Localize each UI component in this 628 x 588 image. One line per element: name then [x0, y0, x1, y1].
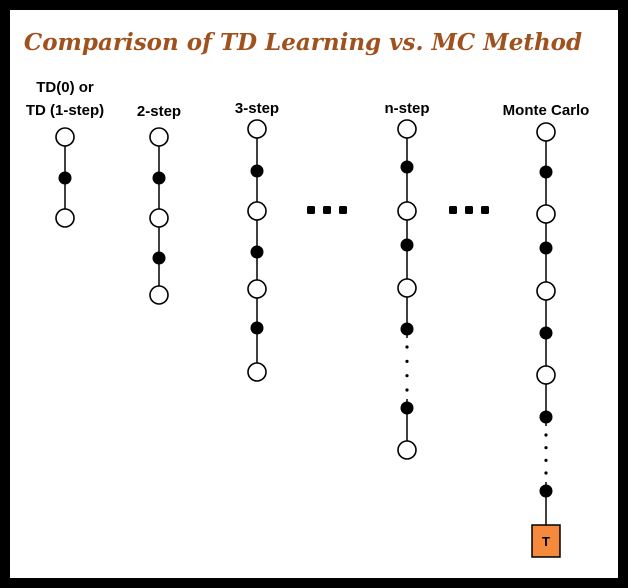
state-node: [149, 208, 169, 228]
action-node: [152, 171, 166, 185]
column-nstep: n-step: [385, 100, 430, 460]
ellipsis-dot: [465, 206, 473, 214]
ellipsis-dot: [323, 206, 331, 214]
state-node: [397, 278, 417, 298]
action-node: [400, 238, 414, 252]
horizontal-ellipsis-icon: [449, 206, 489, 214]
ellipsis-dot: [449, 206, 457, 214]
vertical-ellipsis-icon: [405, 345, 409, 392]
action-node: [539, 326, 553, 340]
action-node: [400, 401, 414, 415]
ellipsis-dot: [544, 433, 548, 437]
state-node: [397, 201, 417, 221]
state-node: [397, 119, 417, 139]
state-node: [149, 127, 169, 147]
action-node: [250, 321, 264, 335]
state-node: [247, 362, 267, 382]
ellipsis-dot: [544, 458, 548, 462]
vertical-ellipsis-icon: [544, 433, 548, 475]
state-node: [247, 201, 267, 221]
ellipsis-gap: [404, 338, 410, 399]
ellipsis-dot: [405, 388, 409, 392]
ellipsis-dot: [405, 374, 409, 378]
horizontal-ellipsis-icon: [307, 206, 347, 214]
state-node: [247, 119, 267, 139]
ellipsis-dot: [339, 206, 347, 214]
column-3step: 3-step: [235, 100, 279, 382]
diagram-title: Comparison of TD Learning vs. MC Method: [24, 29, 582, 56]
terminal-state-node: T: [531, 524, 561, 558]
action-node: [539, 241, 553, 255]
column-td0: TD(0) or TD (1-step): [26, 79, 104, 228]
action-node: [152, 251, 166, 265]
ellipsis-dot: [544, 446, 548, 450]
state-node: [149, 285, 169, 305]
action-node: [400, 322, 414, 336]
column-label: TD(0) or: [36, 79, 94, 96]
action-node: [539, 410, 553, 424]
state-node: [247, 279, 267, 299]
column-mc: Monte Carlo T: [503, 102, 590, 558]
action-node: [539, 165, 553, 179]
column-label: Monte Carlo: [503, 102, 590, 119]
ellipsis-dot: [405, 359, 409, 363]
state-node: [397, 440, 417, 460]
action-node: [250, 245, 264, 259]
state-node: [536, 122, 556, 142]
ellipsis-dot: [481, 206, 489, 214]
column-2step: 2-step: [137, 103, 181, 305]
terminal-label: T: [542, 534, 550, 549]
column-label: n-step: [385, 100, 430, 117]
state-node: [536, 365, 556, 385]
column-label: 2-step: [137, 103, 181, 120]
action-node: [400, 160, 414, 174]
action-node: [250, 164, 264, 178]
ellipsis-dot: [307, 206, 315, 214]
ellipsis-dot: [405, 345, 409, 349]
action-node: [539, 484, 553, 498]
column-label: 3-step: [235, 100, 279, 117]
ellipsis-dot: [544, 471, 548, 475]
state-node: [536, 204, 556, 224]
state-node: [536, 281, 556, 301]
state-node: [55, 208, 75, 228]
column-label: TD (1-step): [26, 102, 104, 119]
state-node: [55, 127, 75, 147]
ellipsis-gap: [543, 426, 549, 482]
terminal-box: [531, 524, 561, 558]
action-node: [58, 171, 72, 185]
